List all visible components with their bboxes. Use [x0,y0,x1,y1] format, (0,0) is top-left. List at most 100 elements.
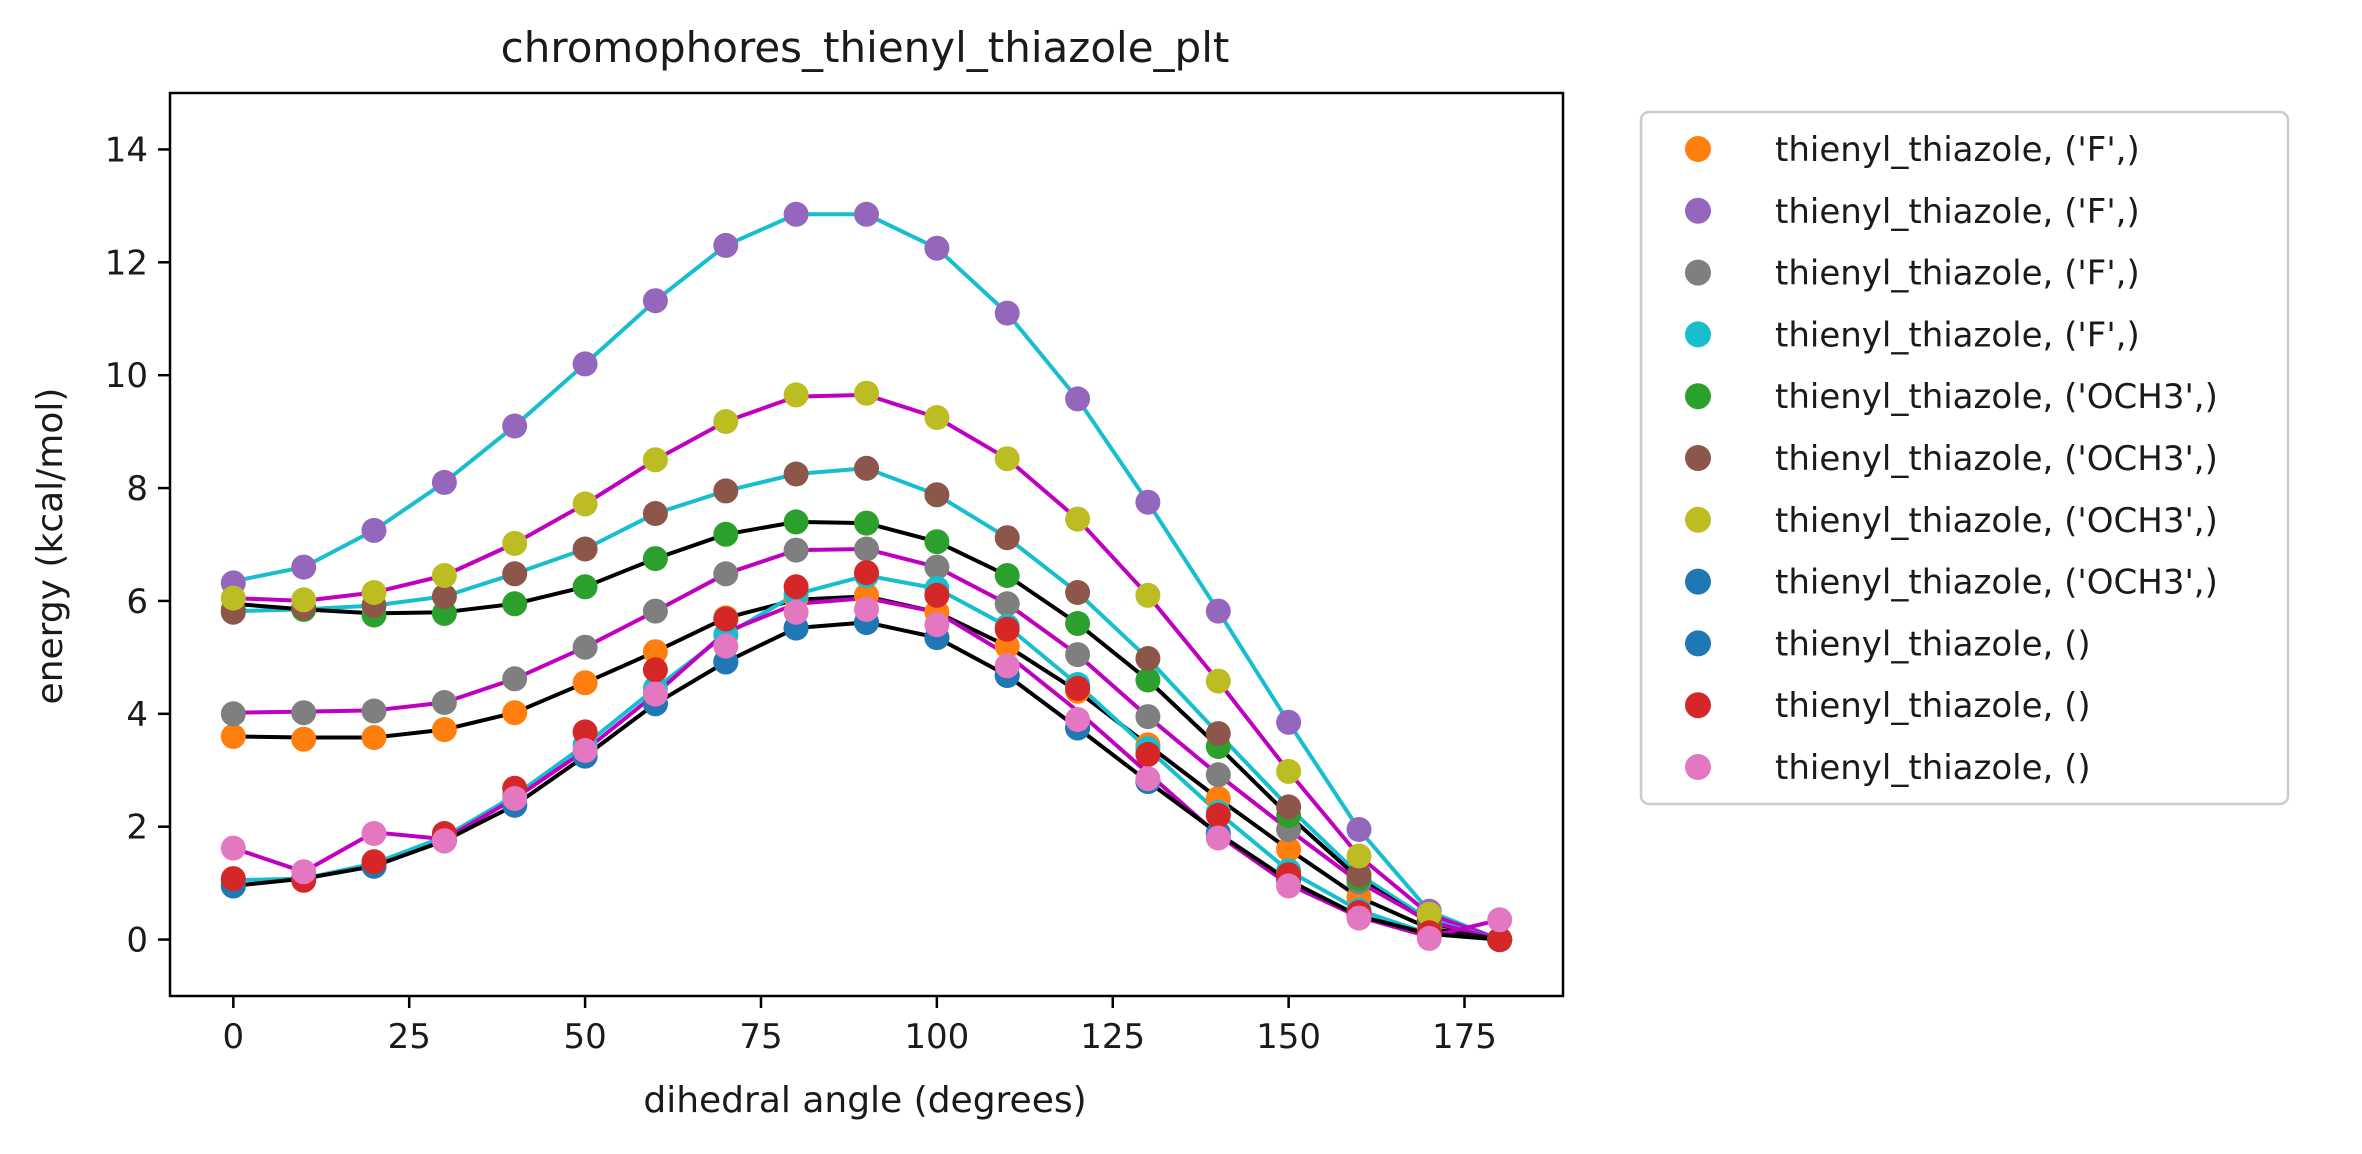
data-point-s2-8 [783,537,809,563]
legend-marker-4 [1685,383,1711,410]
y-tick-label-1: 2 [126,808,148,848]
data-point-s5-12 [1065,580,1091,605]
legend-marker-2 [1685,259,1711,286]
legend-label-2: thienyl_thiazole, ('F',) [1775,254,2140,294]
data-point-s10-10 [924,612,950,638]
data-point-s6-14 [1205,668,1231,694]
data-point-s4-8 [783,509,809,535]
data-point-s10-5 [572,738,598,763]
data-point-s1-15 [1276,709,1302,735]
data-point-s5-14 [1205,721,1231,747]
legend-label-10: thienyl_thiazole, () [1775,748,2091,788]
chart-title: chromophores_thienyl_thiazole_plt [501,23,1230,72]
data-point-s9-14 [1205,802,1231,828]
data-point-s4-4 [502,591,528,617]
data-point-s4-9 [854,510,879,536]
data-point-s6-10 [924,405,950,430]
data-point-s5-6 [642,501,668,526]
y-axis-label: energy (kcal/mol) [30,388,71,705]
data-point-s10-2 [361,821,387,846]
fit-line-7 [232,596,1501,939]
legend-label-3: thienyl_thiazole, ('F',) [1775,315,2140,355]
data-point-s0-1 [291,726,317,752]
data-point-s0-4 [502,700,528,726]
x-tick-label-2: 50 [563,1017,606,1057]
data-point-s4-11 [994,563,1020,588]
data-point-s2-9 [854,536,879,562]
data-point-s2-3 [431,690,457,715]
data-point-s10-4 [502,786,528,811]
data-point-s2-5 [572,634,598,660]
y-tick-label-3: 6 [126,582,148,622]
data-point-s10-6 [642,681,668,707]
data-point-s1-5 [572,351,598,377]
data-point-s9-8 [783,574,809,600]
legend-marker-3 [1685,321,1711,348]
data-point-s0-2 [361,725,387,750]
data-point-s2-7 [713,561,739,587]
y-tick-label-0: 0 [126,921,148,961]
data-point-s2-14 [1205,762,1231,788]
data-point-s10-12 [1065,707,1091,732]
data-point-s0-15 [1276,836,1302,862]
data-point-s1-6 [642,288,668,314]
legend-label-1: thienyl_thiazole, ('F',) [1775,192,2140,232]
data-point-s4-13 [1135,667,1161,693]
data-point-s6-0 [220,585,246,611]
data-point-s5-4 [502,561,528,587]
data-point-s5-13 [1135,646,1161,671]
data-point-s10-18 [1487,907,1513,933]
data-point-s1-1 [291,554,317,580]
data-point-s2-12 [1065,642,1091,668]
legend: thienyl_thiazole, ('F',) thienyl_thiazole… [1639,110,2290,806]
data-point-s10-13 [1135,766,1161,792]
data-point-s9-11 [994,616,1020,642]
data-point-s4-5 [572,574,598,600]
x-tick-label-3: 75 [739,1017,782,1057]
data-point-s10-11 [994,653,1020,679]
legend-marker-6 [1685,506,1711,533]
legend-label-5: thienyl_thiazole, ('OCH3',) [1775,439,2218,479]
data-point-s2-13 [1135,704,1161,730]
data-point-s10-15 [1276,873,1302,899]
data-point-s6-17 [1416,901,1442,927]
data-point-s6-1 [291,587,317,613]
data-point-s1-7 [713,232,739,258]
data-point-s6-12 [1065,506,1091,532]
legend-marker-9 [1685,692,1711,719]
data-point-s6-4 [502,530,528,556]
data-point-s6-6 [642,447,668,473]
data-point-s9-6 [642,657,668,683]
data-point-s5-7 [713,478,739,504]
data-point-s6-15 [1276,758,1302,784]
data-point-s6-13 [1135,582,1161,608]
data-point-s6-8 [783,382,809,408]
data-point-s2-4 [502,666,528,692]
data-point-s4-7 [713,521,739,547]
data-point-s0-6 [642,639,668,665]
data-point-s1-13 [1135,489,1161,515]
data-point-s9-10 [924,582,950,608]
legend-marker-0 [1685,136,1711,162]
data-point-s9-0 [220,866,246,892]
data-point-s6-7 [713,409,739,434]
plot-frame [168,91,1565,998]
data-point-s0-5 [572,670,598,696]
axes: 0 25 50 75 100 125 150 175 0 2 4 6 8 10 12 14 [105,91,1565,1057]
data-point-s0-3 [431,717,457,743]
data-point-s2-1 [291,700,317,726]
data-point-s6-11 [994,446,1020,472]
legend-label-9: thienyl_thiazole, () [1775,686,2091,726]
data-point-s1-2 [361,517,387,543]
data-point-s1-11 [994,300,1020,326]
data-point-s9-5 [572,719,598,745]
data-point-s5-3 [431,583,457,609]
data-point-s10-0 [220,835,246,861]
data-point-s2-2 [361,698,387,724]
data-point-s1-8 [783,201,809,227]
fit-line-8 [233,620,1500,942]
x-tick-label-7: 175 [1432,1017,1497,1057]
data-point-s10-14 [1205,825,1231,851]
legend-label-7: thienyl_thiazole, ('OCH3',) [1775,563,2218,603]
